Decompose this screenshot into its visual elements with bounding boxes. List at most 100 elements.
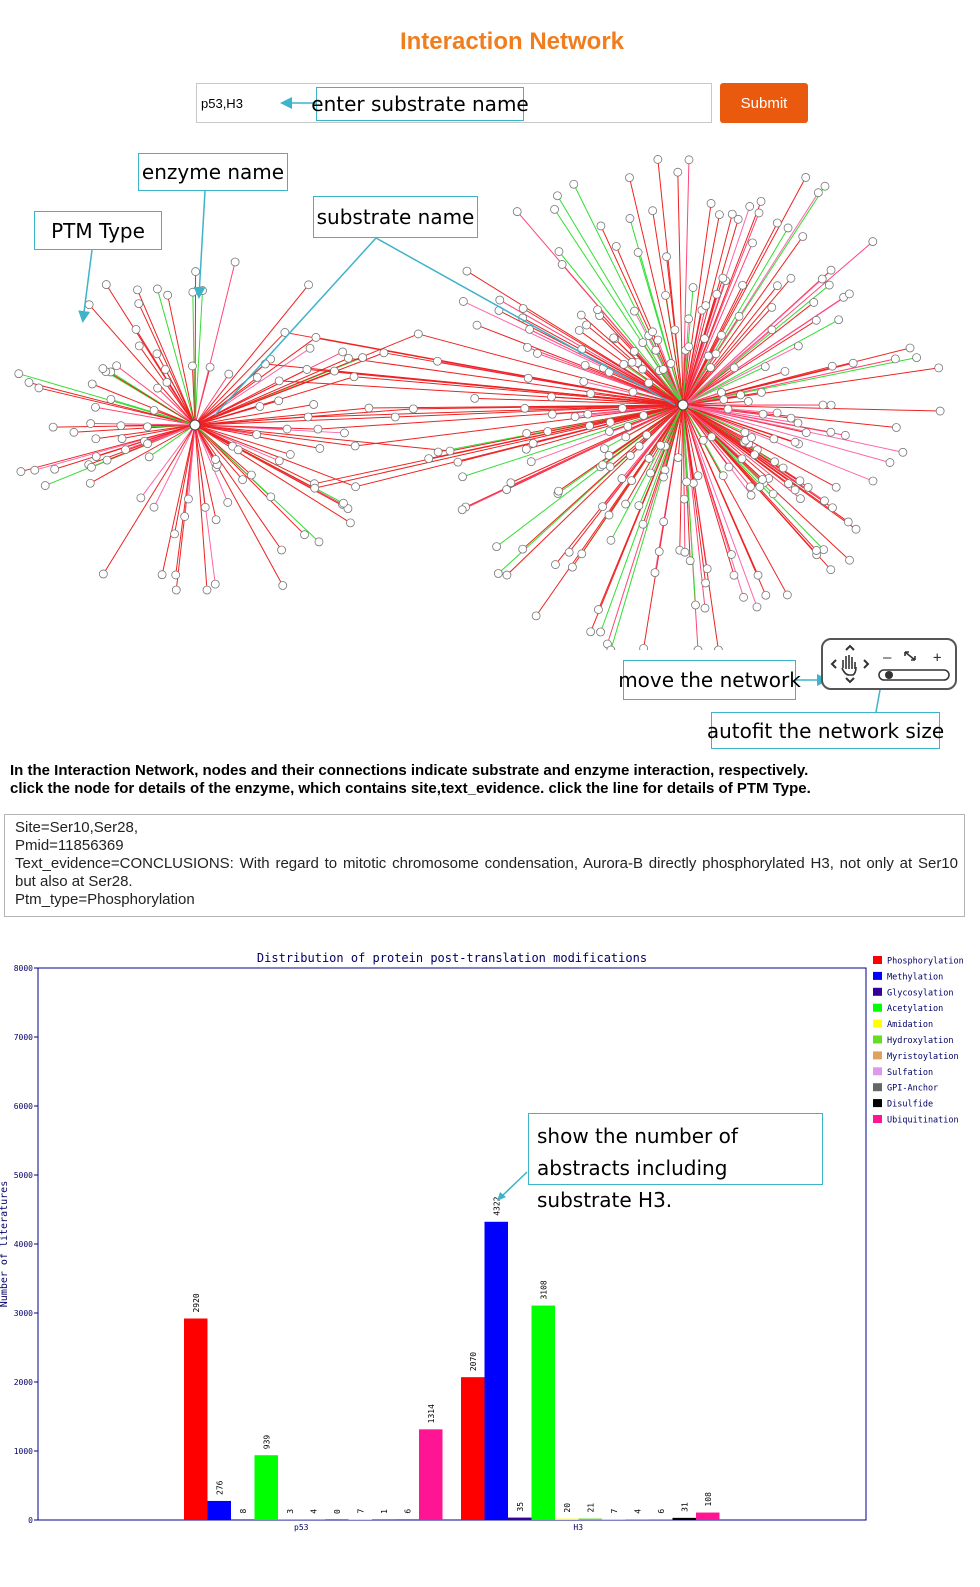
network-node[interactable]	[767, 302, 777, 312]
network-node[interactable]	[593, 305, 602, 315]
network-node[interactable]	[782, 590, 792, 600]
network-node[interactable]	[121, 445, 130, 455]
network-node[interactable]	[238, 475, 247, 485]
submit-button[interactable]: Submit	[720, 83, 808, 123]
network-node[interactable]	[733, 214, 743, 224]
zoom-out-button[interactable]: –	[883, 650, 892, 666]
network-node[interactable]	[495, 295, 505, 305]
network-node[interactable]	[522, 429, 532, 438]
network-node[interactable]	[551, 560, 560, 569]
network-node[interactable]	[171, 585, 181, 595]
network-node[interactable]	[723, 404, 733, 414]
network-node[interactable]	[684, 314, 694, 324]
network-node[interactable]	[274, 396, 284, 406]
network-node[interactable]	[809, 298, 819, 307]
network-node[interactable]	[656, 440, 666, 450]
network-node[interactable]	[266, 492, 276, 502]
network-node[interactable]	[801, 428, 811, 438]
network-node[interactable]	[891, 423, 901, 432]
network-node[interactable]	[91, 452, 101, 461]
network-node[interactable]	[701, 578, 710, 588]
network-node[interactable]	[662, 252, 671, 262]
network-node[interactable]	[826, 565, 836, 575]
network-node[interactable]	[673, 453, 683, 463]
network-node[interactable]	[621, 499, 630, 509]
network-node[interactable]	[646, 468, 655, 478]
network-node[interactable]	[826, 427, 836, 437]
network-node[interactable]	[349, 372, 359, 382]
network-node[interactable]	[598, 502, 607, 512]
network-node[interactable]	[210, 579, 220, 589]
network-node[interactable]	[770, 457, 780, 467]
network-node[interactable]	[604, 510, 614, 520]
network-node[interactable]	[693, 471, 703, 481]
network-node[interactable]	[639, 411, 648, 420]
network-node[interactable]	[300, 530, 309, 540]
network-node[interactable]	[757, 387, 766, 397]
network-node[interactable]	[740, 428, 750, 437]
network-node[interactable]	[252, 430, 262, 439]
network-node[interactable]	[69, 427, 79, 437]
network-node[interactable]	[630, 306, 639, 316]
network-node[interactable]	[162, 377, 172, 387]
network-node[interactable]	[569, 179, 579, 189]
zoom-slider-handle[interactable]	[885, 671, 893, 679]
network-node[interactable]	[703, 351, 713, 361]
zoom-slider-track[interactable]	[878, 669, 950, 681]
network-node[interactable]	[784, 479, 793, 489]
network-node[interactable]	[717, 330, 726, 340]
network-node[interactable]	[651, 345, 661, 355]
network-node[interactable]	[24, 378, 34, 387]
network-node[interactable]	[112, 361, 122, 371]
network-node[interactable]	[274, 456, 284, 466]
network-node[interactable]	[351, 482, 360, 492]
network-node[interactable]	[795, 476, 805, 486]
network-node[interactable]	[753, 570, 763, 580]
network-node[interactable]	[644, 378, 654, 388]
network-node[interactable]	[793, 341, 803, 351]
network-node[interactable]	[502, 570, 512, 580]
network-node[interactable]	[714, 645, 723, 650]
network-node[interactable]	[554, 247, 564, 256]
network-node[interactable]	[303, 412, 313, 422]
network-node[interactable]	[305, 343, 315, 353]
network-node[interactable]	[840, 430, 850, 440]
network-node[interactable]	[786, 413, 796, 423]
network-node[interactable]	[604, 427, 614, 436]
network-node[interactable]	[523, 343, 532, 352]
network-node[interactable]	[14, 369, 24, 379]
network-node[interactable]	[106, 394, 116, 404]
network-node[interactable]	[905, 343, 915, 353]
network-node[interactable]	[644, 454, 654, 463]
network-node[interactable]	[202, 585, 212, 595]
network-node[interactable]	[585, 421, 594, 431]
network-node[interactable]	[745, 202, 755, 211]
network-node[interactable]	[330, 366, 339, 376]
network-node[interactable]	[661, 290, 670, 300]
substrate-node-p53[interactable]	[189, 419, 201, 431]
network-node[interactable]	[898, 447, 908, 457]
network-node[interactable]	[606, 645, 616, 650]
network-node[interactable]	[171, 570, 181, 580]
network-node[interactable]	[453, 457, 463, 467]
network-node[interactable]	[143, 439, 153, 449]
network-node[interactable]	[493, 569, 503, 578]
network-node[interactable]	[653, 155, 663, 164]
network-node[interactable]	[688, 283, 698, 292]
network-node[interactable]	[700, 603, 710, 613]
network-node[interactable]	[625, 214, 635, 223]
pan-control-icon[interactable]	[830, 644, 870, 684]
network-node[interactable]	[729, 363, 739, 373]
network-node[interactable]	[609, 333, 619, 343]
network-node[interactable]	[820, 496, 829, 506]
network-node[interactable]	[554, 486, 564, 496]
network-node[interactable]	[761, 590, 771, 600]
network-node[interactable]	[191, 267, 201, 276]
network-node[interactable]	[653, 335, 663, 345]
network-node[interactable]	[824, 280, 834, 290]
network-node[interactable]	[153, 383, 163, 393]
network-node[interactable]	[564, 547, 574, 557]
network-node[interactable]	[358, 353, 367, 362]
network-node[interactable]	[277, 545, 286, 555]
network-node[interactable]	[149, 405, 159, 415]
